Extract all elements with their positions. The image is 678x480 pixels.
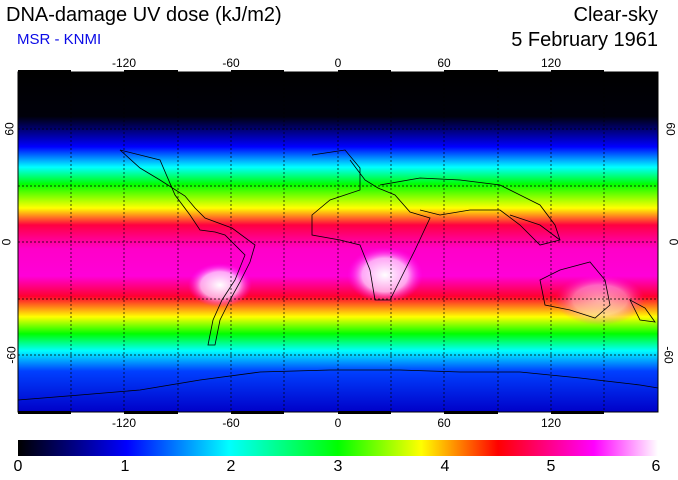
lon-tick-top: 0 bbox=[334, 56, 342, 70]
colorbar-label: 4 bbox=[440, 458, 450, 475]
hotspot-australia bbox=[555, 275, 645, 325]
lon-tick-bottom: 120 bbox=[540, 416, 562, 430]
lat-tick-left: 60 bbox=[2, 122, 17, 136]
lon-tick-bottom: 0 bbox=[334, 416, 342, 430]
source-label: MSR - KNMI bbox=[17, 31, 102, 48]
colorbar-label: 3 bbox=[333, 458, 343, 475]
lat-tick-right: 60 bbox=[663, 122, 678, 136]
lon-tick-top: -60 bbox=[222, 56, 240, 70]
lon-tick-bottom: -120 bbox=[111, 416, 137, 430]
lat-tick-left: -60 bbox=[4, 346, 19, 364]
lon-tick-bottom: -60 bbox=[222, 416, 240, 430]
frame-ticks bbox=[18, 70, 604, 414]
lon-tick-top: -120 bbox=[111, 56, 137, 70]
lat-tick-right: -60 bbox=[661, 346, 676, 364]
colorbar-label: 1 bbox=[120, 458, 130, 475]
lon-tick-top: 120 bbox=[540, 56, 562, 70]
lon-tick-bottom: 60 bbox=[437, 416, 451, 430]
colorbar-label: 2 bbox=[226, 458, 236, 475]
colorbar-label: 5 bbox=[546, 458, 556, 475]
coastlines bbox=[17, 149, 659, 401]
date-label: 5 February 1961 bbox=[511, 29, 658, 51]
colorbar-label: 6 bbox=[651, 458, 661, 475]
map-title: DNA-damage UV dose (kJ/m2) bbox=[6, 4, 282, 26]
colorbar bbox=[18, 440, 658, 456]
graticule bbox=[18, 72, 658, 412]
sky-condition-label: Clear-sky bbox=[573, 4, 658, 26]
colorbar-label: 0 bbox=[13, 458, 23, 475]
hotspot-africa bbox=[347, 247, 423, 303]
lat-tick-right: 0 bbox=[667, 239, 678, 246]
lat-tick-left: 0 bbox=[0, 238, 14, 246]
lon-tick-top: 60 bbox=[437, 56, 451, 70]
hotspot-south-america bbox=[188, 263, 252, 307]
